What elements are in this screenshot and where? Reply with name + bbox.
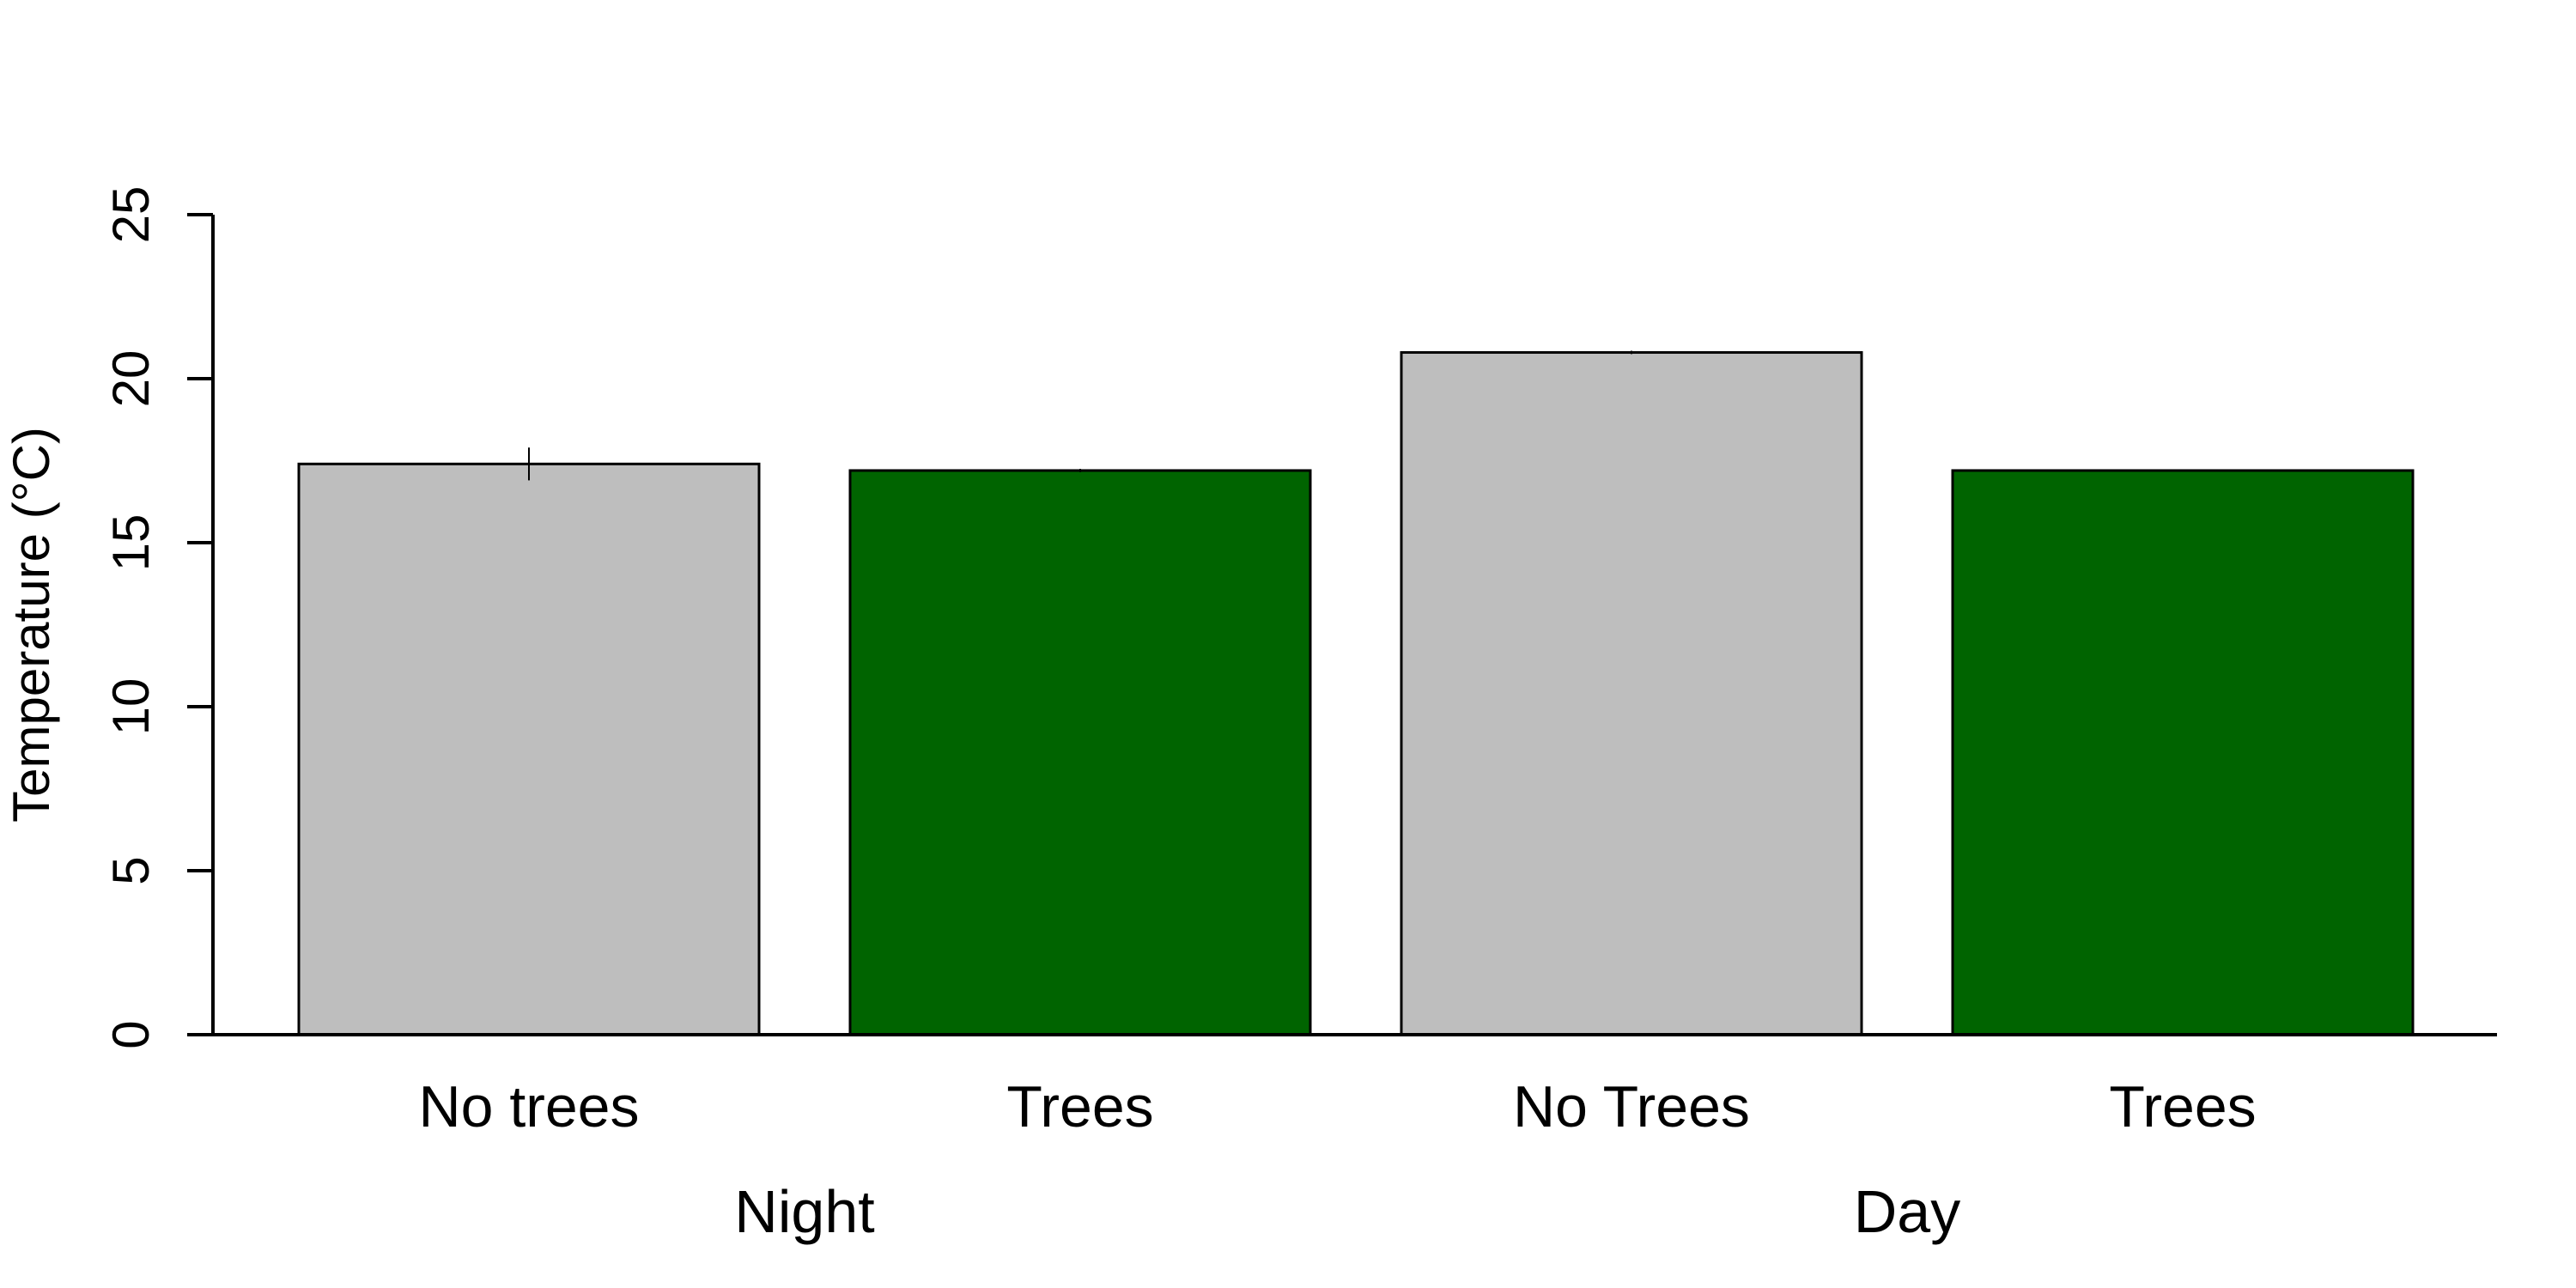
y-tick-label: 0 — [102, 1020, 160, 1048]
y-tick-label: 5 — [102, 856, 160, 884]
group-label-day: Day — [1854, 1178, 1960, 1245]
x-tick-label: No trees — [419, 1074, 640, 1139]
group-labels: Night Day — [734, 1178, 1960, 1245]
bar-4 — [1951, 469, 2415, 1036]
x-tick-label: Trees — [2109, 1074, 2256, 1139]
group-label-night: Night — [734, 1178, 874, 1245]
bar-1 — [297, 462, 761, 1036]
y-tick-label: 10 — [102, 678, 160, 736]
y-tick-label: 15 — [102, 514, 160, 572]
y-tick-label: 25 — [102, 186, 160, 244]
y-axis-title: Temperature (°C) — [3, 427, 60, 823]
y-tick-label: 20 — [102, 350, 160, 408]
x-axis-labels: No trees Trees No Trees Trees — [419, 1074, 2257, 1139]
error-bars-layer — [528, 350, 1632, 481]
y-axis-ticks: 0 5 10 15 20 25 — [102, 186, 213, 1049]
bars-layer — [297, 350, 2415, 1036]
x-tick-label: Trees — [1006, 1074, 1153, 1139]
bar-3 — [1400, 350, 1863, 1036]
x-tick-label: No Trees — [1513, 1074, 1750, 1139]
bar-2 — [848, 469, 1312, 1036]
